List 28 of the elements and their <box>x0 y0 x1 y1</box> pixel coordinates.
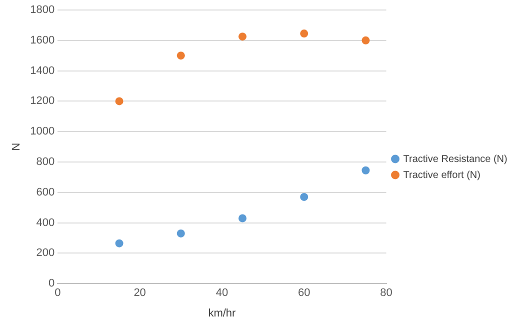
y-axis-title: N <box>10 142 23 151</box>
x-axis-title: km/hr <box>208 307 236 320</box>
y-tick-label: 1000 <box>30 126 55 138</box>
y-tick-label: 400 <box>36 216 55 229</box>
y-tick-label: 800 <box>36 156 55 168</box>
y-tick-label: 1800 <box>30 4 55 16</box>
point <box>238 32 246 41</box>
y-tick-label: 1200 <box>30 95 55 108</box>
point <box>115 239 124 248</box>
x-tick-label: 60 <box>298 287 310 300</box>
point <box>362 36 370 44</box>
x-tick-label: 80 <box>380 287 392 300</box>
legend-label: Tractive effort (N) <box>403 170 480 181</box>
y-tick-label: 0 <box>48 278 55 290</box>
x-tick-label: 20 <box>134 287 146 300</box>
point <box>300 192 308 201</box>
y-tick-label: 600 <box>36 186 55 198</box>
point <box>238 214 246 222</box>
x-tick-label: 40 <box>216 287 228 300</box>
y-tick-label: 1400 <box>30 64 55 77</box>
point <box>115 97 124 106</box>
legend-label: Tractive Resistance (N) <box>403 154 508 165</box>
point <box>176 52 185 60</box>
point <box>362 166 370 174</box>
y-tick-label: 200 <box>36 247 55 260</box>
point <box>300 30 308 38</box>
y-tick-label: 1600 <box>30 34 55 46</box>
point <box>176 229 185 238</box>
